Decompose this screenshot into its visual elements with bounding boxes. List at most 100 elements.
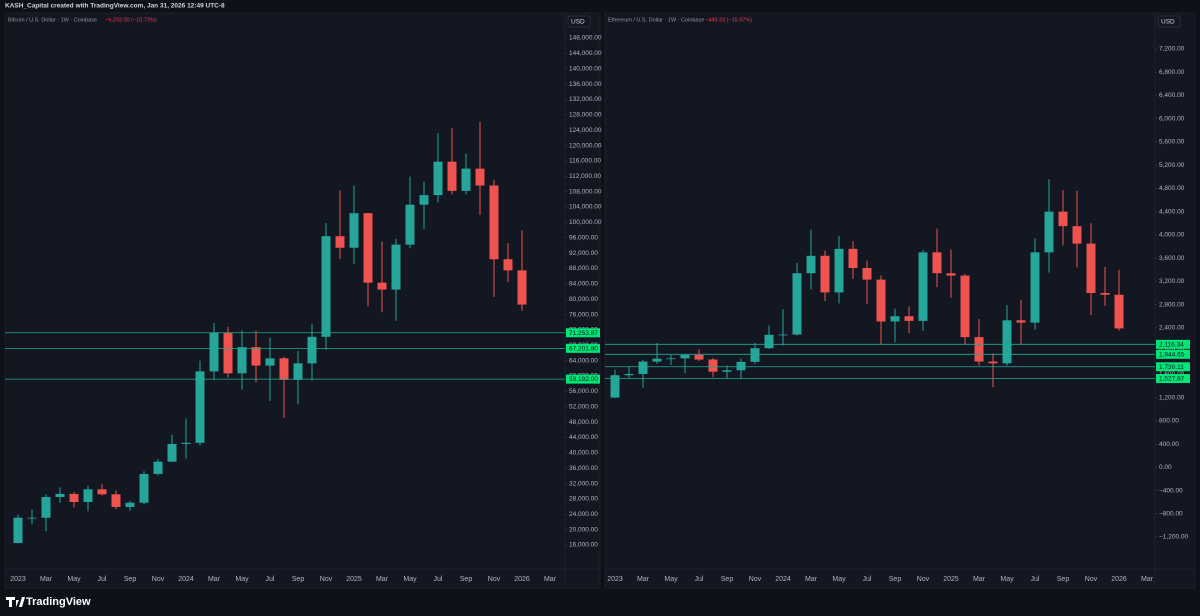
y-tick-label: 88,000.00 [569, 265, 598, 272]
y-tick-label: −800.00 [1159, 510, 1183, 517]
y-tick-label: 132,000.00 [569, 96, 602, 103]
level-label-box [1156, 362, 1190, 372]
x-tick-label: Mar [40, 576, 53, 583]
candle-body [391, 244, 401, 290]
candle-body [433, 161, 443, 196]
level-label-box [1156, 339, 1190, 349]
x-tick-label: Nov [488, 576, 501, 583]
y-tick-label: 120,000.00 [569, 142, 602, 149]
x-tick-label: 2025 [346, 576, 362, 583]
candle-body [1030, 252, 1040, 323]
y-tick-label: 64,000.00 [569, 357, 598, 364]
x-tick-label: 2023 [607, 576, 623, 583]
x-tick-label: Jul [98, 576, 107, 583]
candle-body [279, 358, 289, 380]
y-tick-label: 4,000.00 [1159, 232, 1185, 239]
candle-body [680, 354, 690, 359]
candle-body [1100, 292, 1110, 295]
y-tick-label: 2,400.00 [1159, 325, 1185, 332]
y-tick-label: 24,000.00 [569, 511, 598, 518]
y-tick-label: −1,200.00 [1159, 534, 1188, 541]
y-tick-label: 20,000.00 [569, 526, 598, 533]
y-tick-label: 4,800.00 [1159, 185, 1185, 192]
x-tick-label: May [832, 576, 846, 583]
x-tick-label: Sep [1057, 576, 1070, 583]
y-tick-label: 0.00 [1159, 464, 1172, 471]
header: KASH_Capital created with TradingView.co… [5, 3, 225, 10]
candle-body [307, 336, 317, 364]
level-label-box [1156, 374, 1190, 384]
price-change: −9,292.00 (−10.73%) [105, 17, 157, 23]
candle-body [624, 374, 634, 376]
y-tick-label: 144,000.00 [569, 50, 602, 57]
y-tick-label: 6,800.00 [1159, 69, 1185, 76]
y-tick-label: 400.00 [1159, 441, 1179, 448]
candle-body [1086, 243, 1096, 293]
chart-title: Ethereum / U.S. Dollar · 1W · Coinbase [608, 17, 704, 23]
y-tick-label: 128,000.00 [569, 112, 602, 119]
candle-body [1002, 320, 1012, 364]
y-tick-label: 108,000.00 [569, 188, 602, 195]
y-tick-label: 16,000.00 [569, 542, 598, 549]
panel [604, 12, 1196, 589]
x-tick-label: 2024 [178, 576, 194, 583]
x-tick-label: Mar [1141, 576, 1154, 583]
candle-body [209, 332, 219, 372]
y-tick-label: 6,400.00 [1159, 92, 1185, 99]
y-tick-label: 52,000.00 [569, 403, 598, 410]
candle-body [321, 236, 331, 337]
candle-body [946, 273, 956, 276]
x-tick-label: May [664, 576, 678, 583]
candle-body [111, 494, 121, 507]
candle-body [736, 361, 746, 371]
y-tick-label: 104,000.00 [569, 204, 602, 211]
candle-body [694, 354, 704, 360]
x-tick-label: Nov [320, 576, 333, 583]
candle-body [666, 358, 676, 360]
candle-body [293, 363, 303, 380]
candle-body [139, 473, 149, 503]
candle-body [419, 195, 429, 205]
x-tick-label: May [235, 576, 249, 583]
y-tick-label: 40,000.00 [569, 450, 598, 457]
y-tick-label: 148,000.00 [569, 35, 602, 42]
x-tick-label: 2026 [514, 576, 530, 583]
level-label-box [1156, 349, 1190, 359]
x-tick-label: Nov [1085, 576, 1098, 583]
y-tick-label: 2,800.00 [1159, 301, 1185, 308]
candle-body [890, 316, 900, 322]
x-tick-label: Mar [805, 576, 818, 583]
y-tick-label: 48,000.00 [569, 419, 598, 426]
level-label: 67,201.80 [569, 345, 598, 352]
candle-body [876, 279, 886, 322]
x-tick-label: 2026 [1111, 576, 1127, 583]
x-tick-label: Nov [749, 576, 762, 583]
x-tick-label: Sep [889, 576, 902, 583]
y-tick-label: 96,000.00 [569, 234, 598, 241]
x-tick-label: 2024 [775, 576, 791, 583]
candle-body [652, 358, 662, 362]
candle-body [489, 185, 499, 260]
y-tick-label: 124,000.00 [569, 127, 602, 134]
y-tick-label: 92,000.00 [569, 250, 598, 257]
candle-body [750, 348, 760, 362]
y-tick-label: 140,000.00 [569, 65, 602, 72]
y-tick-label: 4,400.00 [1159, 208, 1185, 215]
candle-body [517, 270, 527, 305]
x-tick-label: Mar [544, 576, 557, 583]
candle-body [335, 236, 345, 248]
candle-body [820, 255, 830, 293]
candle-body [610, 375, 620, 398]
candle-body [181, 442, 191, 444]
candle-body [848, 248, 858, 269]
y-tick-label: 112,000.00 [569, 173, 601, 180]
candle-body [237, 347, 247, 374]
candle-body [806, 255, 816, 274]
candle-body [195, 371, 205, 443]
x-tick-label: Jul [863, 576, 872, 583]
candle-body [1114, 294, 1124, 329]
y-tick-label: −400.00 [1159, 487, 1183, 494]
y-tick-label: 28,000.00 [569, 496, 598, 503]
level-label-box [566, 343, 600, 353]
